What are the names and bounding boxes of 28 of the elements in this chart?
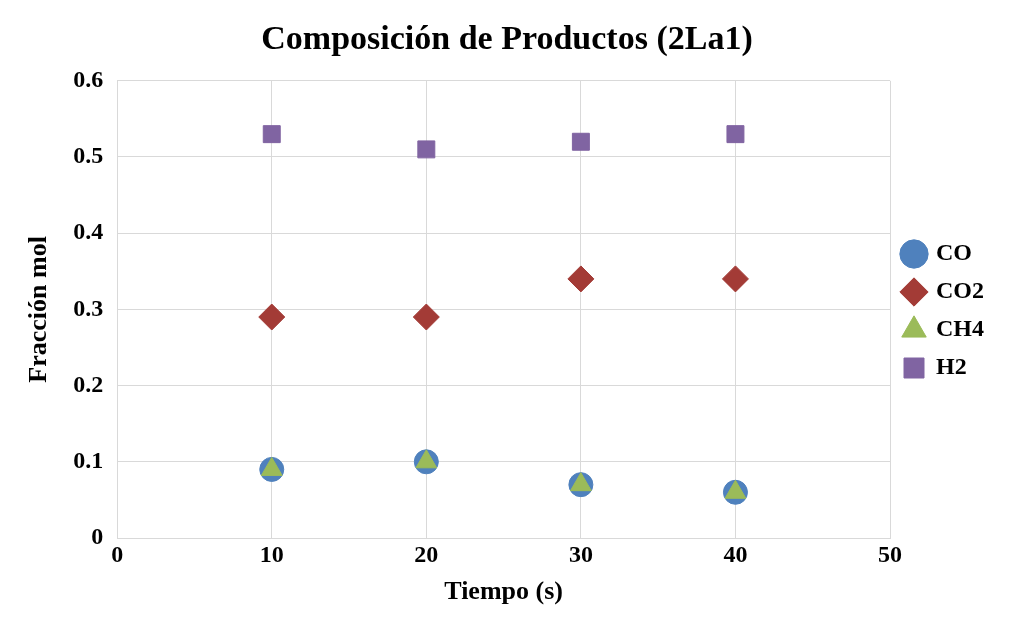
point (567, 265, 595, 293)
y-tick-label: 0 (91, 523, 104, 550)
x-tick-label: 10 (259, 540, 284, 567)
x-tick-label: 0 (111, 540, 124, 567)
legend-label: CO (936, 239, 972, 266)
point (571, 132, 590, 151)
x-tick-label: 20 (414, 540, 439, 567)
x-tick-label: 40 (723, 540, 748, 567)
x-tick-label: 30 (568, 540, 593, 567)
y-axis-title: Fracción mol (23, 236, 53, 383)
point (258, 303, 286, 331)
y-tick-label: 0.1 (73, 447, 104, 473)
y-tick-label: 0.3 (73, 294, 104, 321)
x-tick-label: 50 (878, 540, 902, 567)
point (417, 140, 436, 159)
legend-label: CO2 (936, 277, 984, 304)
y-tick-label: 0.6 (73, 66, 104, 92)
x-axis-title: Tiempo (s) (444, 576, 563, 606)
legend-label: CH4 (936, 315, 984, 342)
y-tick-label: 0.2 (73, 370, 104, 397)
legend-label: H2 (936, 353, 967, 380)
y-tick-label: 0.5 (73, 142, 104, 169)
point (412, 303, 440, 331)
point (726, 125, 745, 144)
point (262, 125, 281, 144)
y-tick-label: 0.4 (73, 218, 104, 245)
chart-title: Composición de Productos (2La1) (261, 19, 753, 58)
point (721, 265, 749, 293)
